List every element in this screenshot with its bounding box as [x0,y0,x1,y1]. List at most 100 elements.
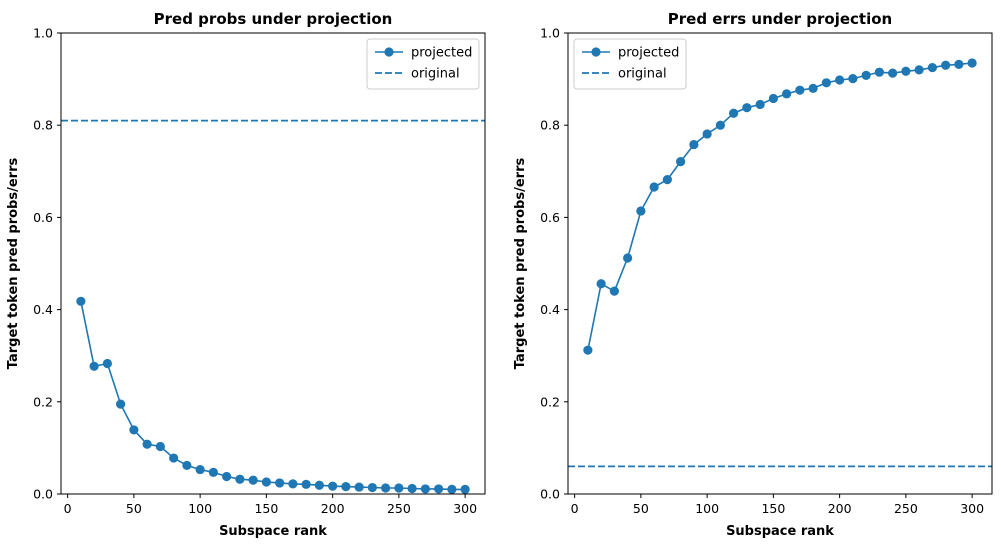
legend-label: original [411,67,460,82]
projected-point [835,75,845,85]
x-tick-label: 0 [64,501,72,516]
projected-point [715,120,725,130]
y-tick-label: 1.0 [33,26,53,41]
projected-point [288,479,298,489]
projected-point [821,78,831,88]
projected-point [755,99,765,110]
projected-point [649,182,659,192]
y-tick-label: 0.0 [33,487,53,502]
projected-series-line [587,62,973,351]
projected-point [874,67,884,77]
projected-point [434,484,444,494]
projected-point [195,464,205,475]
y-tick-label: 0.0 [540,487,560,502]
projected-point [609,286,619,296]
x-axis-label: Subspace rank [219,524,327,539]
x-tick-label: 50 [633,501,649,516]
projected-point [914,65,924,75]
legend: projected original [573,38,687,90]
projected-point [129,425,139,435]
projected-point [901,66,911,76]
projected-point [261,477,271,487]
projected-point [768,93,778,104]
y-tick-label: 0.4 [33,302,53,317]
projected-point [155,441,165,452]
x-tick-label: 150 [254,501,278,516]
projected-point [275,478,285,488]
x-tick-label: 250 [387,501,411,516]
projected-point [861,70,871,81]
projected-point [314,480,324,490]
y-tick-label: 0.2 [540,394,560,409]
y-tick-label: 0.6 [33,210,53,225]
x-tick-label: 0 [571,501,579,516]
x-tick-label: 150 [761,501,785,516]
legend-label: original [618,67,667,82]
y-tick-label: 0.6 [540,210,560,225]
projected-point [102,358,112,369]
y-tick-label: 0.8 [540,118,560,133]
x-tick-label: 100 [188,501,212,516]
projected-point [76,296,86,306]
legend-projected-marker [591,47,601,57]
projected-point [367,482,377,493]
legend: projected original [366,38,480,90]
projected-point [782,89,792,99]
projected-point [248,475,258,485]
projected-point [142,439,152,449]
projected-point [460,484,470,494]
projected-point [636,206,646,216]
x-tick-label: 100 [695,501,719,516]
projected-series-line [80,301,466,491]
chart-left: Pred probs under projection 0 50 100 150 200 2… [6,10,486,539]
projected-point [583,345,593,355]
x-tick-label: 200 [828,501,852,516]
projected-point [689,139,699,150]
projected-point [927,62,937,73]
projected-point [795,85,805,95]
projected-point [662,174,672,185]
projected-point [89,361,99,371]
projected-point [169,453,179,463]
y-axis-label: Target token pred probs/errs [513,158,528,370]
projected-point [394,483,404,493]
x-tick-label: 300 [453,501,477,516]
projected-point [407,483,417,494]
projected-point [623,253,633,263]
chart-right: Pred errs under projection 0 50 100 150 200 25… [513,10,993,539]
y-axis-label: Target token pred probs/errs [6,158,21,370]
projected-point [888,68,898,78]
chart-title: Pred probs under projection [154,10,393,28]
projected-point [447,484,457,494]
projected-point [222,471,232,482]
projected-point [116,399,126,409]
legend-label: projected [411,46,472,61]
projected-point [182,460,192,471]
projected-point [354,482,364,492]
projected-point [729,108,739,118]
x-tick-label: 50 [126,501,142,516]
y-tick-label: 0.2 [33,394,53,409]
projected-point [967,58,977,68]
projected-point [742,103,752,113]
projected-point [328,481,338,491]
y-tick-label: 1.0 [540,26,560,41]
projected-point [676,157,686,167]
legend-label: projected [618,46,679,61]
axes-frame [60,32,486,495]
projected-point [596,279,606,289]
projected-point [341,482,351,492]
projected-point [808,83,818,93]
projected-point [702,129,712,139]
legend-projected-marker [384,47,394,57]
y-tick-label: 0.8 [33,118,53,133]
axes-frame [567,32,993,495]
projected-point [235,474,245,484]
x-tick-label: 300 [960,501,984,516]
x-axis-label: Subspace rank [726,524,834,539]
x-tick-label: 250 [894,501,918,516]
projected-point [301,479,311,489]
projected-point [848,74,858,84]
chart-title: Pred errs under projection [668,10,892,28]
